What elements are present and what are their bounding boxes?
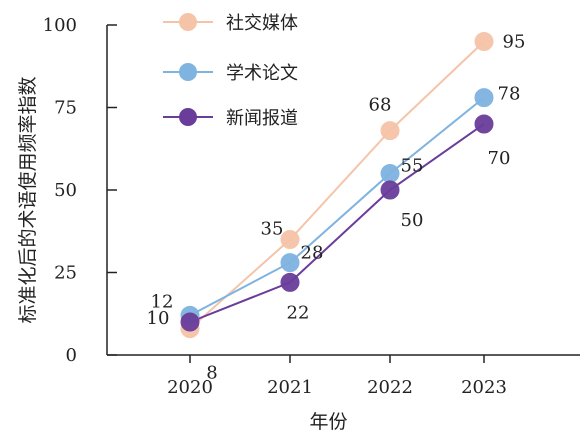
series-lines <box>190 42 484 329</box>
data-point <box>181 313 199 331</box>
data-label: 78 <box>498 84 521 105</box>
data-point <box>475 89 493 107</box>
data-label: 28 <box>301 243 324 264</box>
y-tick-label: 50 <box>54 180 77 201</box>
y-tick-label: 0 <box>66 345 77 366</box>
y-tick-label: 25 <box>54 263 77 284</box>
y-tick-label: 75 <box>54 98 77 119</box>
data-point <box>381 165 399 183</box>
data-point <box>381 122 399 140</box>
data-label: 70 <box>488 148 511 169</box>
data-label: 50 <box>401 210 424 231</box>
data-label: 55 <box>401 156 424 177</box>
legend-label: 学术论文 <box>226 63 298 84</box>
legend-marker <box>179 108 197 126</box>
data-label: 8 <box>206 363 217 384</box>
series-line-1 <box>190 98 484 316</box>
legend-marker <box>179 13 197 31</box>
legend-marker <box>179 63 197 81</box>
legend-label: 社交媒体 <box>226 13 298 34</box>
data-point <box>475 115 493 133</box>
data-label: 68 <box>369 95 392 116</box>
data-label: 22 <box>287 302 310 323</box>
x-tick-label: 2021 <box>267 377 313 398</box>
x-tick-label: 2023 <box>461 377 507 398</box>
data-point <box>281 254 299 272</box>
x-tick-label: 2022 <box>367 377 413 398</box>
data-label: 10 <box>147 308 170 329</box>
data-point <box>475 33 493 51</box>
y-tick-label: 100 <box>43 15 77 36</box>
data-point <box>281 273 299 291</box>
data-label: 95 <box>503 32 526 53</box>
data-point <box>281 231 299 249</box>
legend-label: 新闻报道 <box>226 108 298 129</box>
data-point <box>381 181 399 199</box>
data-label: 35 <box>261 219 284 240</box>
series-line-0 <box>190 42 484 329</box>
x-axis-title: 年份 <box>309 411 347 433</box>
y-axis-title: 标准化后的术语使用频率指数 <box>17 76 39 323</box>
